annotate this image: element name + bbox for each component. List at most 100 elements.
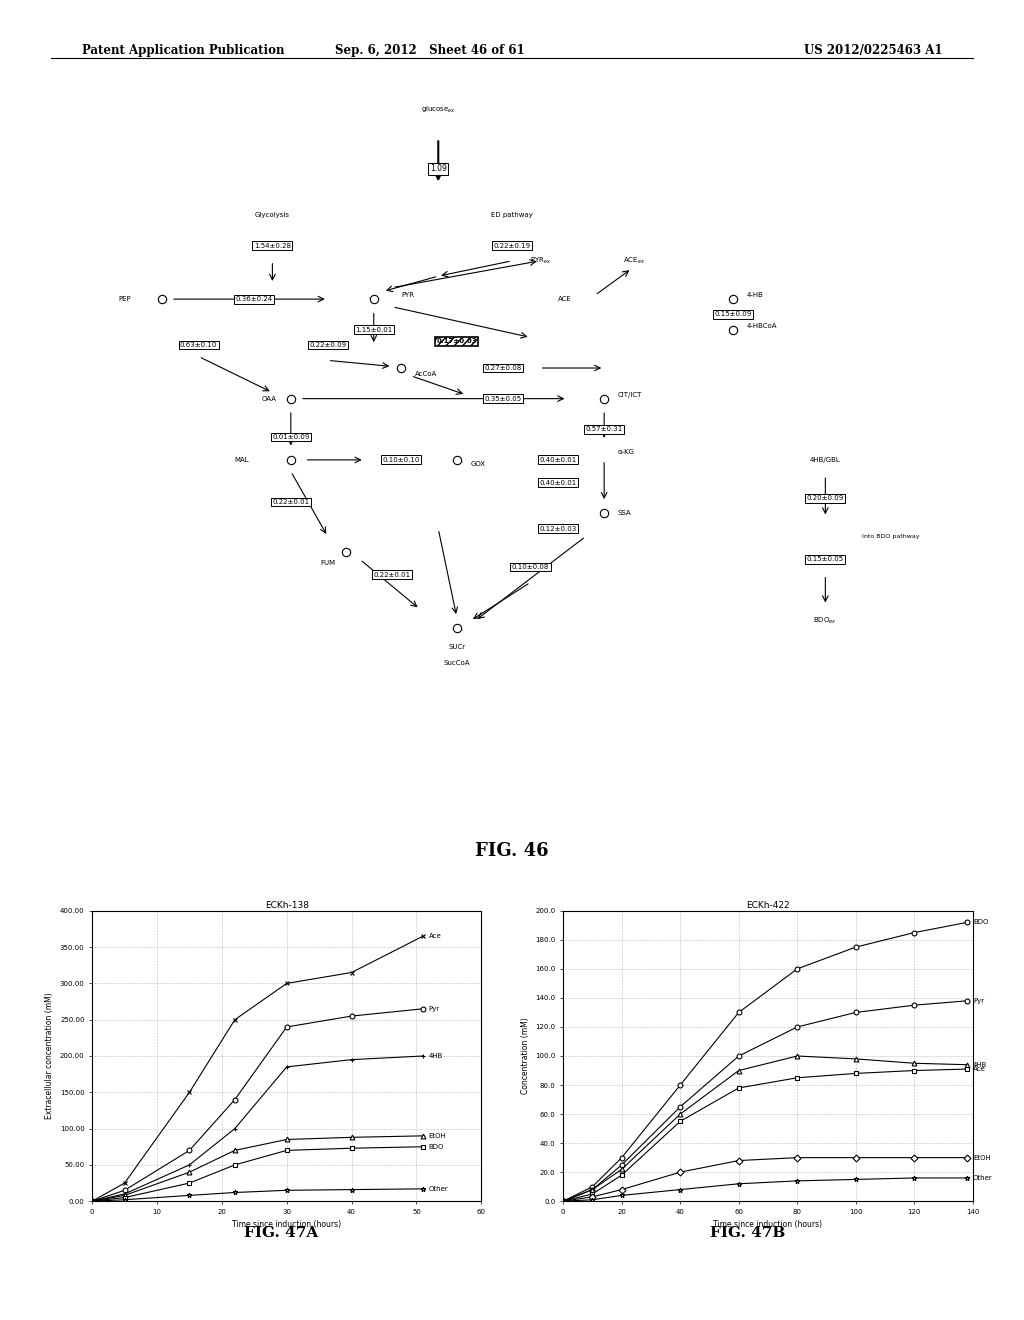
Text: 0.40±0.01: 0.40±0.01 [540,457,577,463]
Text: 1.09: 1.09 [430,165,446,173]
Pyr [417,1001,429,1016]
BDO [850,940,862,956]
EtOH [850,1150,862,1166]
EtOH [345,1130,357,1146]
Ace [281,975,293,991]
Text: Patent Application Publication: Patent Application Publication [82,44,285,57]
Text: 4HB: 4HB [973,1061,987,1068]
EtOH [417,1127,429,1143]
Text: FIG. 47B: FIG. 47B [710,1226,785,1239]
Text: BDO: BDO [429,1143,444,1150]
Other [345,1181,357,1197]
Text: α-KG: α-KG [618,449,635,455]
Ace [792,1069,804,1085]
Text: 1.54±0.28: 1.54±0.28 [254,243,291,248]
4HB [183,1156,196,1173]
Text: MAL: MAL [234,457,250,463]
4HB [417,1048,429,1064]
X-axis label: Time since induction (hours): Time since induction (hours) [232,1221,341,1229]
4HB [908,1056,921,1072]
Pyr [345,1008,357,1024]
Other [228,1184,241,1200]
EtOH [961,1150,973,1166]
4HB [674,1106,686,1122]
Other [587,1192,599,1208]
Line: BDO: BDO [90,1144,425,1204]
Text: FIG. 46: FIG. 46 [475,842,549,861]
Text: 0.15±0.05: 0.15±0.05 [807,557,844,562]
Line: Ace: Ace [90,933,425,1204]
4HB [119,1185,131,1201]
Ace [732,1080,744,1096]
Y-axis label: Extracellular concentration (mM): Extracellular concentration (mM) [45,993,54,1119]
BDO [961,915,973,931]
Text: AcCoA: AcCoA [416,371,437,378]
Text: 0.22±0.09: 0.22±0.09 [309,342,346,348]
Pyr [557,1193,569,1209]
BDO [119,1189,131,1205]
EtOH [908,1150,921,1166]
EtOH [674,1164,686,1180]
Text: PYR: PYR [401,292,415,298]
EtOH [183,1164,196,1180]
Text: 0.15±0.09: 0.15±0.09 [715,312,752,317]
Other [86,1193,98,1209]
Text: 4-HB: 4-HB [748,292,764,298]
Text: SSA: SSA [618,511,632,516]
Ace [615,1167,628,1183]
Text: ACE$_{ex}$: ACE$_{ex}$ [623,256,645,265]
Pyr [732,1048,744,1064]
Title: ECKh-422: ECKh-422 [746,902,790,909]
BDO [615,1150,628,1166]
Ace [183,1085,196,1101]
Text: glucose$_{ex}$: glucose$_{ex}$ [421,106,456,115]
Line: 4HB: 4HB [90,1053,425,1204]
Text: 4-HBCoA: 4-HBCoA [748,323,777,329]
Text: SUCr: SUCr [449,644,465,651]
Text: 0.01±0.09: 0.01±0.09 [272,434,309,440]
Text: EtOH: EtOH [429,1133,446,1139]
Pyr [908,998,921,1014]
Other [908,1170,921,1185]
Text: Ace: Ace [429,933,441,940]
Ace [850,1065,862,1081]
Pyr [850,1005,862,1020]
Text: 0.40±0.01: 0.40±0.01 [540,480,577,486]
EtOH [228,1142,241,1159]
Text: PYR$_{ex}$: PYR$_{ex}$ [530,256,552,265]
Ace [228,1011,241,1027]
Pyr [615,1156,628,1173]
Line: 4HB: 4HB [561,1053,970,1204]
Text: 4HB: 4HB [429,1053,443,1059]
Y-axis label: Concentration (mM): Concentration (mM) [521,1018,529,1094]
EtOH [792,1150,804,1166]
BDO [792,961,804,977]
BDO [228,1156,241,1173]
BDO [732,1005,744,1020]
Pyr [228,1092,241,1107]
Line: Other: Other [561,1176,970,1204]
Text: Sep. 6, 2012   Sheet 46 of 61: Sep. 6, 2012 Sheet 46 of 61 [335,44,525,57]
Text: Ace: Ace [973,1067,986,1072]
4HB [850,1051,862,1067]
Other [961,1170,973,1185]
Ace [557,1193,569,1209]
BDO [183,1175,196,1191]
X-axis label: Time since induction (hours): Time since induction (hours) [714,1221,822,1229]
EtOH [615,1181,628,1197]
Text: EtOH: EtOH [973,1155,991,1160]
Text: 4HB/GBL: 4HB/GBL [810,457,841,463]
EtOH [119,1188,131,1204]
Title: ECKh-138: ECKh-138 [265,902,308,909]
Text: PEP: PEP [119,296,131,302]
Line: BDO: BDO [561,920,970,1204]
Text: Other: Other [973,1175,993,1181]
BDO [557,1193,569,1209]
4HB [345,1052,357,1068]
4HB [792,1048,804,1064]
Other [792,1173,804,1189]
Pyr [119,1183,131,1199]
Text: Other: Other [429,1185,449,1192]
Line: Pyr: Pyr [90,1006,425,1204]
BDO [417,1139,429,1155]
